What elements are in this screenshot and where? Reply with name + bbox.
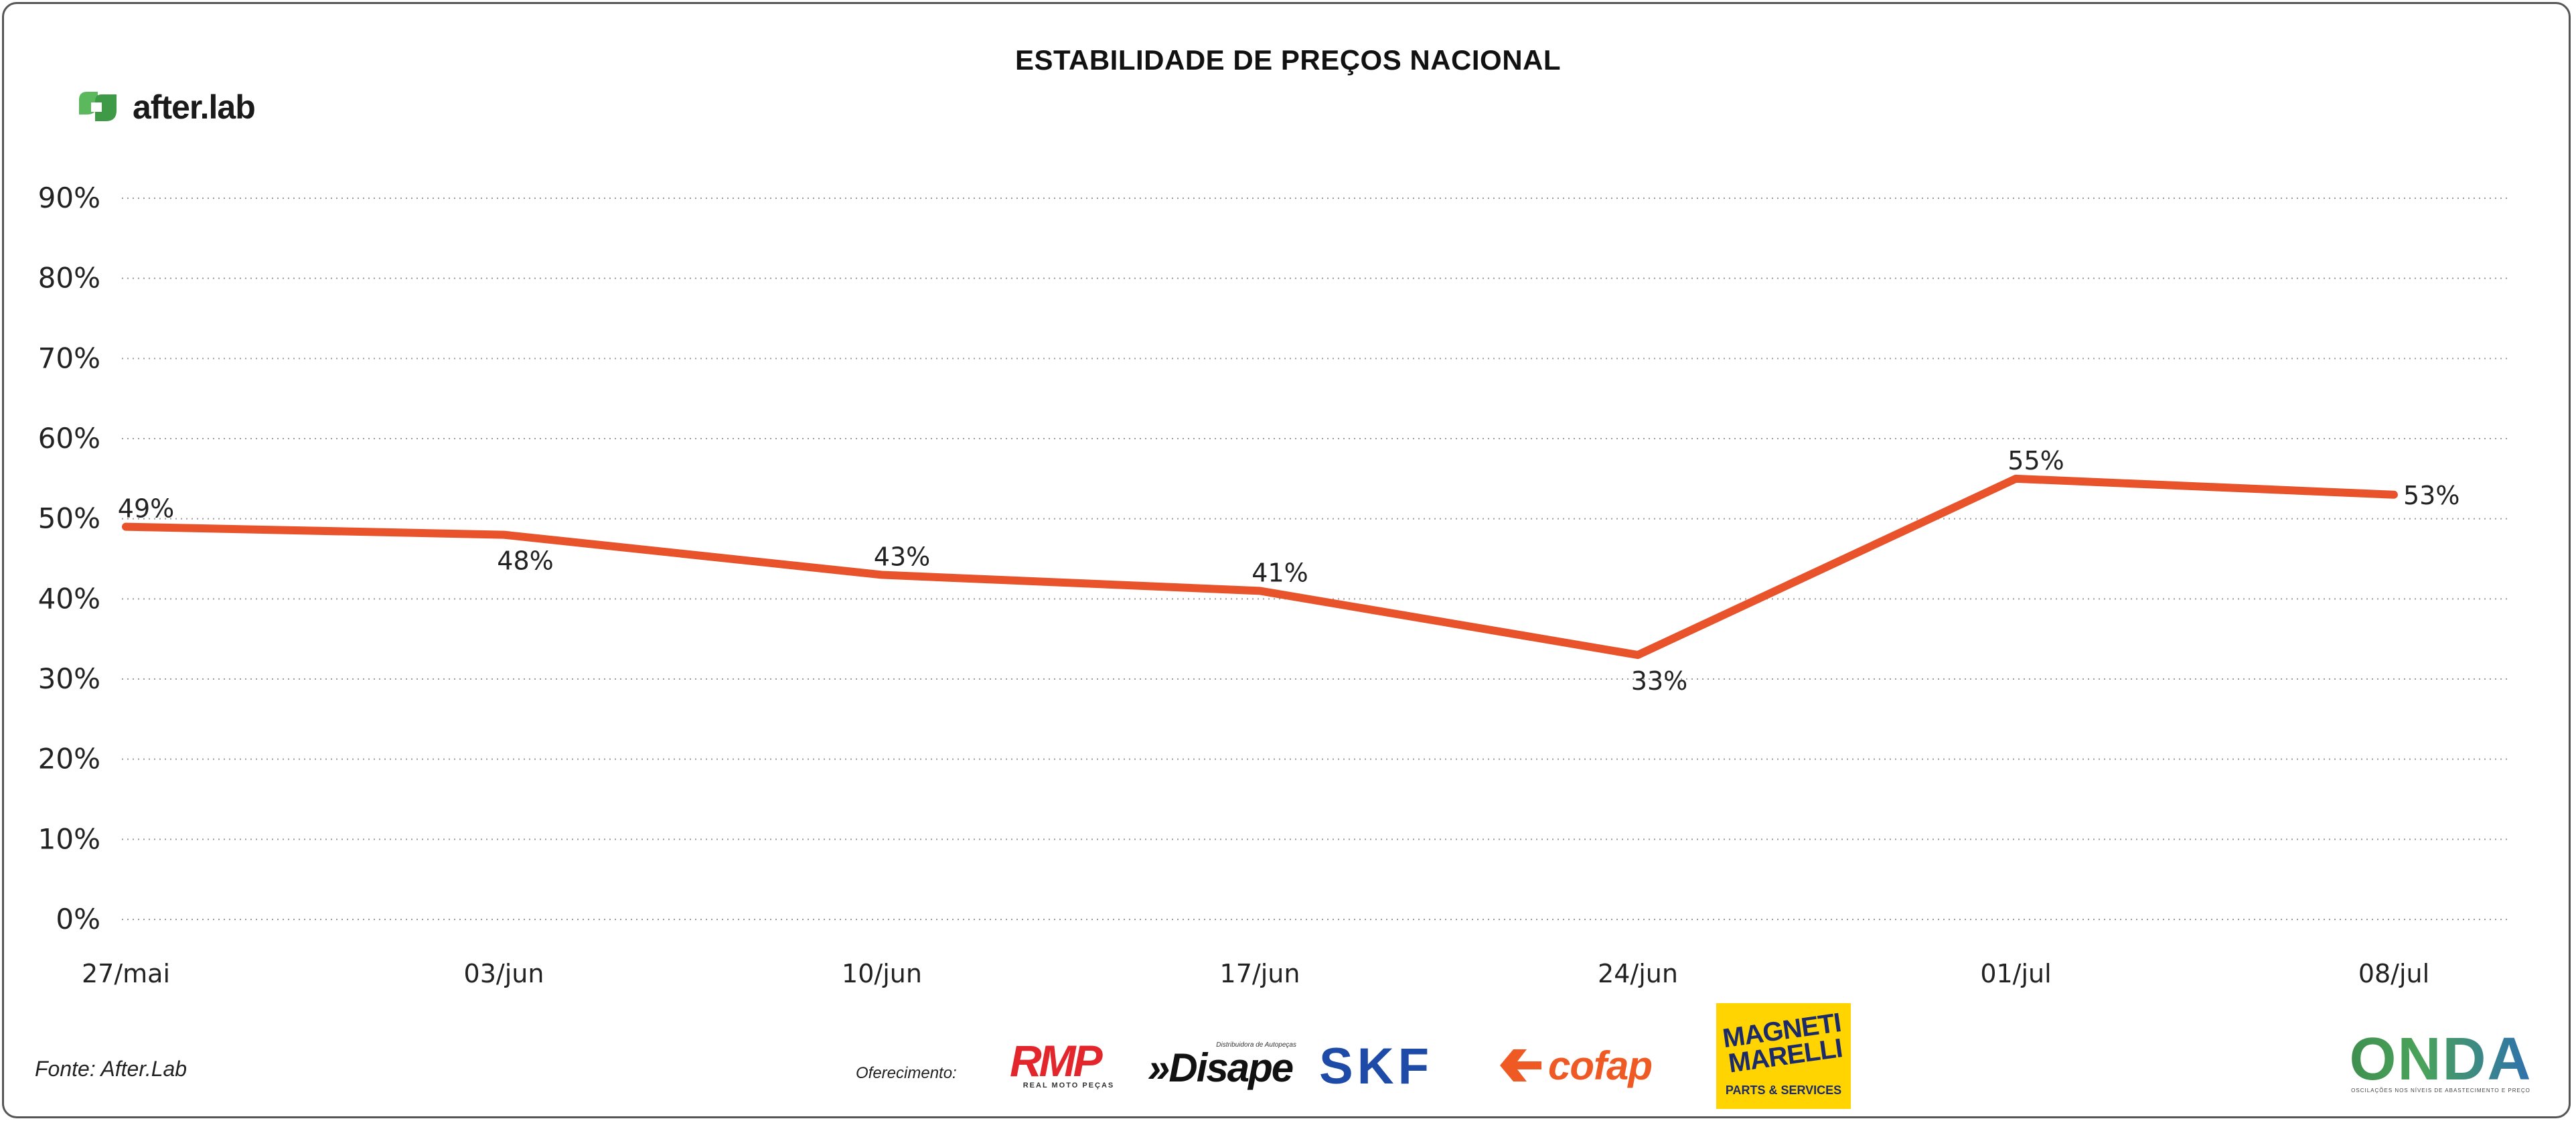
y-tick-label: 30% xyxy=(38,662,100,695)
y-tick-label: 90% xyxy=(38,181,100,214)
x-tick-label: 24/jun xyxy=(1598,959,1678,988)
data-label: 49% xyxy=(118,494,174,524)
series-group xyxy=(122,474,2398,660)
brand-logo: after.lab xyxy=(75,86,256,129)
brand-name: after.lab xyxy=(133,88,256,126)
y-tick-label: 50% xyxy=(38,502,100,535)
x-tick-label: 08/jul xyxy=(2358,959,2429,988)
data-label: 41% xyxy=(1252,558,1308,587)
cofap-x-icon xyxy=(1500,1049,1541,1081)
leaf-icon xyxy=(79,92,117,121)
data-point xyxy=(1637,654,1639,656)
y-tick-label: 60% xyxy=(38,422,100,455)
data-labels: 49% 48% 43% 41% 33% 55% 53% xyxy=(118,446,2460,696)
x-tick-label: 10/jun xyxy=(842,959,922,988)
cofap-logo: cofap xyxy=(1497,1041,1691,1090)
y-tick-label: 40% xyxy=(38,582,100,615)
sponsor-label: Oferecimento: xyxy=(856,1064,957,1082)
x-tick-label: 17/jun xyxy=(1220,959,1300,988)
chart-title: ESTABILIDADE DE PREÇOS NACIONAL xyxy=(1014,44,1562,76)
disape-logo-tagline: Distribuidora de Autopeças xyxy=(1216,1041,1296,1049)
y-tick-label: 0% xyxy=(56,903,100,935)
onda-logo-tagline: OSCILAÇÕES NOS NÍVEIS DE ABASTECIMENTO E… xyxy=(2351,1088,2530,1094)
disape-logo: Distribuidora de Autopeças »Disape xyxy=(1148,1041,1302,1088)
data-point xyxy=(1259,590,1261,592)
data-label: 43% xyxy=(874,542,930,571)
y-tick-label: 10% xyxy=(38,822,100,855)
x-tick-label: 01/jul xyxy=(1980,959,2051,988)
x-tick-label: 27/mai xyxy=(82,959,170,988)
onda-logo: ONDA OSCILAÇÕES NOS NÍVEIS DE ABASTECIME… xyxy=(2347,1029,2534,1098)
data-point xyxy=(881,574,883,576)
rmp-logo-tagline: REAL MOTO PEÇAS xyxy=(1022,1081,1115,1090)
magneti-marelli-tagline: PARTS & SERVICES xyxy=(1725,1083,1842,1097)
onda-logo-text: ONDA xyxy=(2347,1029,2534,1090)
grid-lines xyxy=(122,198,2510,920)
rmp-logo: RMP REAL MOTO PEÇAS xyxy=(1010,1036,1128,1090)
data-point xyxy=(2015,477,2017,479)
y-axis: 0% 10% 20% 30% 40% 50% 60% 70% 80% 90% xyxy=(38,181,100,935)
disape-logo-text: »Disape xyxy=(1148,1045,1294,1090)
cofap-logo-text: cofap xyxy=(1548,1043,1653,1088)
data-label: 33% xyxy=(1631,666,1687,696)
rmp-logo-text: RMP xyxy=(1010,1036,1103,1085)
skf-logo: SKF xyxy=(1319,1038,1433,1095)
data-point xyxy=(2393,494,2395,496)
y-tick-label: 70% xyxy=(38,342,100,374)
data-point xyxy=(125,526,127,528)
source-note: Fonte: After.Lab xyxy=(35,1057,187,1081)
data-label: 55% xyxy=(2007,446,2064,475)
data-label: 53% xyxy=(2403,481,2459,510)
magneti-marelli-logo: MAGNETI MARELLI PARTS & SERVICES xyxy=(1716,1003,1851,1109)
y-tick-label: 80% xyxy=(38,262,100,295)
disape-logo-name: Disape xyxy=(1168,1045,1294,1090)
x-tick-label: 03/jun xyxy=(464,959,544,988)
magneti-marelli-logo-text: MAGNETI MARELLI xyxy=(1720,1008,1844,1079)
data-label: 48% xyxy=(497,546,553,576)
x-axis: 27/mai 03/jun 10/jun 17/jun 24/jun 01/jul 08/j… xyxy=(82,959,2429,988)
y-tick-label: 20% xyxy=(38,743,100,775)
data-point xyxy=(503,534,505,536)
